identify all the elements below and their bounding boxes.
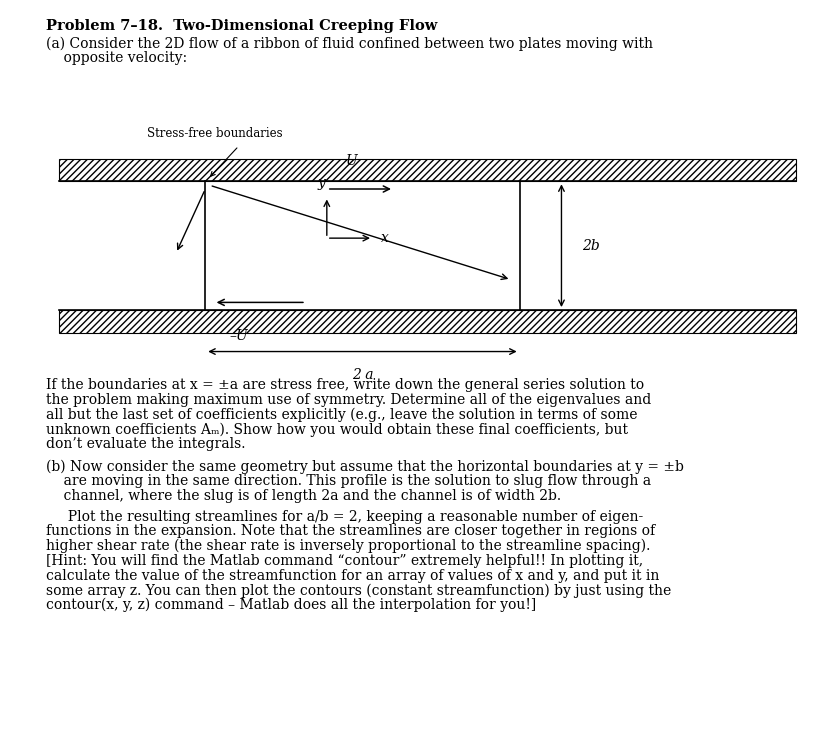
Text: channel, where the slug is of length 2a and the channel is of width 2b.: channel, where the slug is of length 2a … <box>46 489 561 503</box>
Text: don’t evaluate the integrals.: don’t evaluate the integrals. <box>46 437 246 451</box>
Text: y: y <box>317 176 325 191</box>
Text: the problem making maximum use of symmetry. Determine all of the eigenvalues and: the problem making maximum use of symmet… <box>46 393 651 407</box>
Text: higher shear rate (the shear rate is inversely proportional to the streamline sp: higher shear rate (the shear rate is inv… <box>46 539 650 553</box>
Text: all but the last set of coefficients explicitly (e.g., leave the solution in ter: all but the last set of coefficients exp… <box>46 407 638 422</box>
Bar <box>59 159 796 181</box>
Text: calculate the value of the streamfunction for an array of values of x and y, and: calculate the value of the streamfunctio… <box>46 569 660 583</box>
Text: U: U <box>346 153 358 168</box>
Text: contour(x, y, z) command – Matlab does all the interpolation for you!]: contour(x, y, z) command – Matlab does a… <box>46 598 536 612</box>
Text: some array z. You can then plot the contours (constant streamfunction) by just u: some array z. You can then plot the cont… <box>46 584 671 598</box>
Text: Plot the resulting streamlines for a/b = 2, keeping a reasonable number of eigen: Plot the resulting streamlines for a/b =… <box>46 510 644 524</box>
Text: (a) Consider the 2D flow of a ribbon of fluid confined between two plates moving: (a) Consider the 2D flow of a ribbon of … <box>46 36 653 51</box>
Bar <box>59 310 796 333</box>
Text: If the boundaries at x = ±a are stress free, write down the general series solut: If the boundaries at x = ±a are stress f… <box>46 378 644 392</box>
Text: 2b: 2b <box>582 239 600 253</box>
Text: are moving in the same direction. This profile is the solution to slug flow thro: are moving in the same direction. This p… <box>46 474 651 488</box>
Text: Stress-free boundaries: Stress-free boundaries <box>147 127 282 140</box>
Text: Problem 7–18.  Two-Dimensional Creeping Flow: Problem 7–18. Two-Dimensional Creeping F… <box>46 19 437 33</box>
Text: x: x <box>381 231 389 245</box>
Text: –U: –U <box>230 329 248 343</box>
Text: opposite velocity:: opposite velocity: <box>46 51 187 66</box>
Text: [Hint: You will find the Matlab command “contour” extremely helpful!! In plottin: [Hint: You will find the Matlab command … <box>46 553 644 568</box>
Text: unknown coefficients Aₘ). Show how you would obtain these final coefficients, bu: unknown coefficients Aₘ). Show how you w… <box>46 422 628 437</box>
Text: (b) Now consider the same geometry but assume that the horizontal boundaries at : (b) Now consider the same geometry but a… <box>46 460 684 474</box>
Text: 2 a: 2 a <box>352 368 373 383</box>
Text: functions in the expansion. Note that the streamlines are closer together in reg: functions in the expansion. Note that th… <box>46 525 655 538</box>
